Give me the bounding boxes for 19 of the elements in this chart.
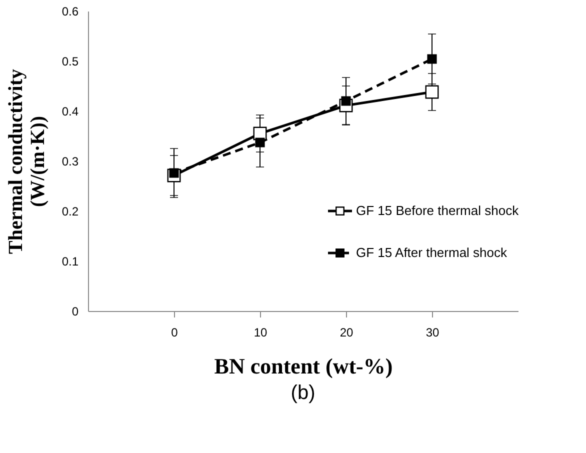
x-tick-label: 0: [171, 326, 178, 340]
text: (b): [290, 382, 316, 404]
y-axis-title: Thermal conductivity (W/(m·K)): [4, 69, 49, 254]
y-tick-label: 0.6: [62, 4, 79, 18]
y-tick-label: 0.1: [62, 254, 79, 268]
point: [425, 85, 439, 99]
point: [255, 138, 265, 148]
legend-label: GF 15 After thermal shock: [356, 245, 508, 260]
legend-label: GF 15 Before thermal shock: [356, 203, 520, 218]
x-tick-label: 10: [254, 326, 268, 340]
x-tick-label: 20: [340, 326, 354, 340]
y-tick-label: 0.3: [62, 154, 79, 168]
x-axis-title: BN content (wt-%): [214, 354, 393, 378]
y-tick-label: 0.2: [62, 204, 79, 218]
y-tick-label: 0.5: [62, 54, 79, 68]
point: [427, 54, 437, 64]
y-tick-label: 0.4: [62, 104, 79, 118]
x-tick-label: 30: [426, 326, 440, 340]
y-tick-label: 0: [72, 304, 79, 318]
